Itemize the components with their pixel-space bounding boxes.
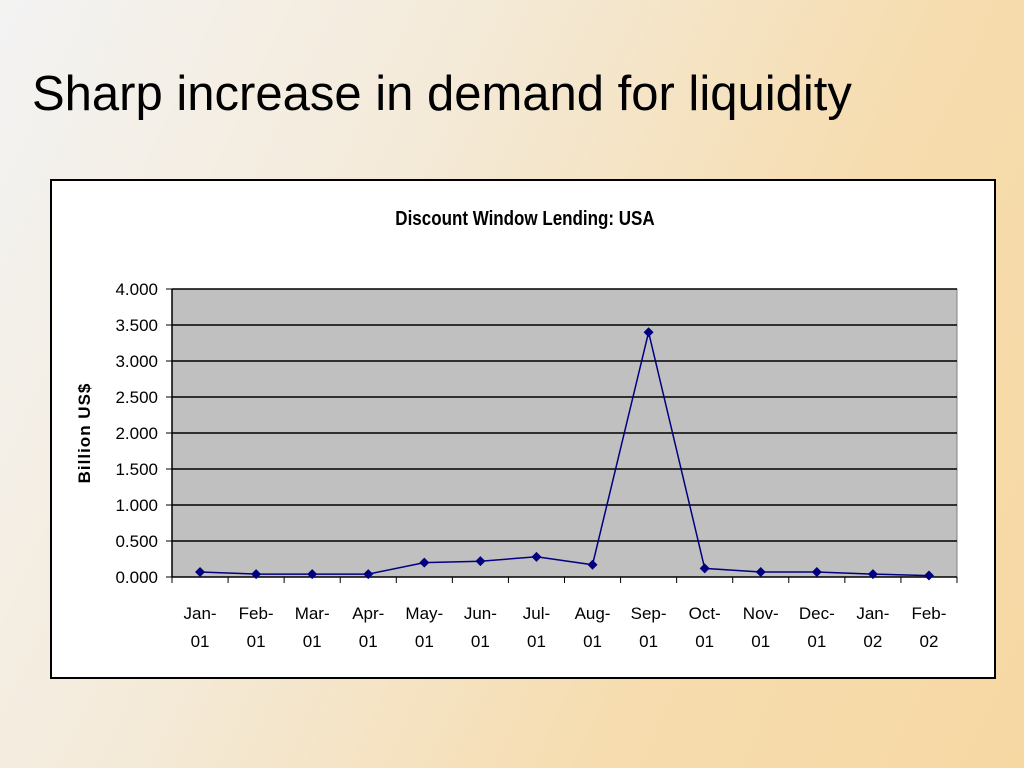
chart-frame: Discount Window Lending: USA Billion US$… bbox=[50, 179, 996, 679]
plot-area: 0.000 0.500 1.000 1.500 2.000 2.500 3.000 3.500… bbox=[115, 280, 958, 651]
y-tick-label: 0.000 bbox=[115, 568, 158, 587]
x-tick-label-line2: 01 bbox=[695, 632, 714, 651]
x-tick-label: Jan- 02 bbox=[856, 604, 889, 651]
x-tick-label-line1: Mar- bbox=[295, 604, 330, 623]
x-tick-label-line2: 02 bbox=[863, 632, 882, 651]
data-point-marker bbox=[363, 569, 374, 580]
data-point-marker bbox=[531, 551, 542, 562]
y-tick-label: 2.500 bbox=[115, 388, 158, 407]
data-point-marker bbox=[475, 556, 486, 567]
x-tick-label-line1: Jul- bbox=[523, 604, 550, 623]
x-tick-label: Oct- 01 bbox=[689, 604, 721, 651]
x-tick-label-line1: Jan- bbox=[183, 604, 216, 623]
x-tick-label-line2: 01 bbox=[583, 632, 602, 651]
y-tick-label: 2.000 bbox=[115, 424, 158, 443]
x-tick-label: Jul- 01 bbox=[523, 604, 550, 651]
data-point-marker bbox=[307, 569, 318, 580]
x-tick-label-line1: May- bbox=[405, 604, 443, 623]
x-tick-label-line2: 01 bbox=[807, 632, 826, 651]
data-point-marker bbox=[587, 559, 598, 570]
y-tick-label: 1.500 bbox=[115, 460, 158, 479]
x-tick-label: Feb- 02 bbox=[911, 604, 946, 651]
data-point-marker bbox=[699, 563, 710, 574]
y-tick-label: 3.500 bbox=[115, 316, 158, 335]
x-tick-label: Jun- 01 bbox=[464, 604, 497, 651]
x-tick-label: Jan- 01 bbox=[183, 604, 216, 651]
line-chart: Discount Window Lending: USA Billion US$… bbox=[75, 207, 958, 651]
x-tick-label: Dec- 01 bbox=[799, 604, 835, 651]
x-tick-label-line2: 01 bbox=[191, 632, 210, 651]
x-tick-label-line1: Feb- bbox=[911, 604, 946, 623]
data-point-marker bbox=[755, 566, 766, 577]
x-tick-label: Nov- 01 bbox=[743, 604, 779, 651]
x-tick-label-line2: 01 bbox=[303, 632, 322, 651]
chart-title: Discount Window Lending: USA bbox=[395, 207, 654, 230]
x-tick-label-line2: 01 bbox=[415, 632, 434, 651]
x-tick-label: Sep- 01 bbox=[631, 604, 667, 651]
x-tick-label-line2: 02 bbox=[920, 632, 939, 651]
series-line bbox=[199, 332, 930, 577]
x-tick-label: Mar- 01 bbox=[295, 604, 330, 651]
x-tick-label-line1: Dec- bbox=[799, 604, 835, 623]
slide-title: Sharp increase in demand for liquidity bbox=[32, 67, 852, 121]
x-tick-label-line2: 01 bbox=[639, 632, 658, 651]
x-tick-label-line2: 01 bbox=[359, 632, 378, 651]
x-tick-label-line1: Apr- bbox=[352, 604, 384, 623]
y-axis-label: Billion US$ bbox=[75, 383, 94, 484]
data-point-marker bbox=[419, 557, 430, 568]
x-tick-label-line1: Oct- bbox=[689, 604, 721, 623]
x-tick-label: Aug- 01 bbox=[575, 604, 611, 651]
y-tick-label: 0.500 bbox=[115, 532, 158, 551]
x-tick-label-line1: Aug- bbox=[575, 604, 611, 623]
y-tick-label: 4.000 bbox=[115, 280, 158, 299]
x-tick-label-line2: 01 bbox=[751, 632, 770, 651]
x-tick-label: Apr- 01 bbox=[352, 604, 384, 651]
x-tick-label-line2: 01 bbox=[247, 632, 266, 651]
x-tick-label: Feb- 01 bbox=[239, 604, 274, 651]
data-point-marker bbox=[923, 570, 934, 581]
x-tick-label-line1: Nov- bbox=[743, 604, 779, 623]
data-point-marker bbox=[251, 569, 262, 580]
y-tick-label: 1.000 bbox=[115, 496, 158, 515]
data-point-marker bbox=[643, 327, 654, 338]
y-tick-label: 3.000 bbox=[115, 352, 158, 371]
data-point-marker bbox=[811, 566, 822, 577]
x-tick-label-line1: Jan- bbox=[856, 604, 889, 623]
data-point-marker bbox=[867, 569, 878, 580]
x-tick-label-line1: Jun- bbox=[464, 604, 497, 623]
x-tick-label-line2: 01 bbox=[527, 632, 546, 651]
x-tick-label: May- 01 bbox=[405, 604, 443, 651]
x-tick-label-line1: Sep- bbox=[631, 604, 667, 623]
x-tick-label-line1: Feb- bbox=[239, 604, 274, 623]
data-point-marker bbox=[195, 566, 206, 577]
x-tick-label-line2: 01 bbox=[471, 632, 490, 651]
